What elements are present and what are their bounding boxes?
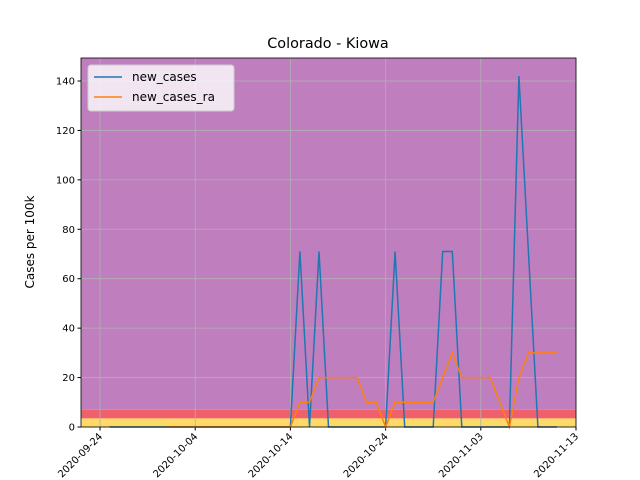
legend-label: new_cases xyxy=(132,70,197,84)
plot-frame xyxy=(80,57,577,428)
y-tick-label: 80 xyxy=(62,225,75,236)
legend-box xyxy=(87,64,235,112)
x-tick-label: 2020-10-24 xyxy=(342,431,391,480)
x-tick-label: 2020-11-03 xyxy=(437,431,486,480)
y-tick-label: 20 xyxy=(62,373,75,384)
band xyxy=(81,58,576,410)
chart-title: Colorado - Kiowa xyxy=(267,36,389,52)
y-tick-label: 0 xyxy=(69,423,75,434)
x-tick-label: 2020-09-24 xyxy=(56,431,105,480)
x-tick-label: 2020-10-14 xyxy=(247,431,296,480)
legend-label: new_cases_ra xyxy=(132,90,215,104)
x-tick-label: 2020-11-13 xyxy=(532,431,581,480)
y-tick-label: 100 xyxy=(56,175,75,186)
x-tick-label: 2020-10-04 xyxy=(151,431,200,480)
y-tick-label: 60 xyxy=(62,274,75,285)
y-axis-label: Cases per 100k xyxy=(23,195,37,288)
y-tick-label: 140 xyxy=(56,76,75,87)
y-tick-label: 40 xyxy=(62,324,75,335)
y-tick-label: 120 xyxy=(56,126,75,137)
